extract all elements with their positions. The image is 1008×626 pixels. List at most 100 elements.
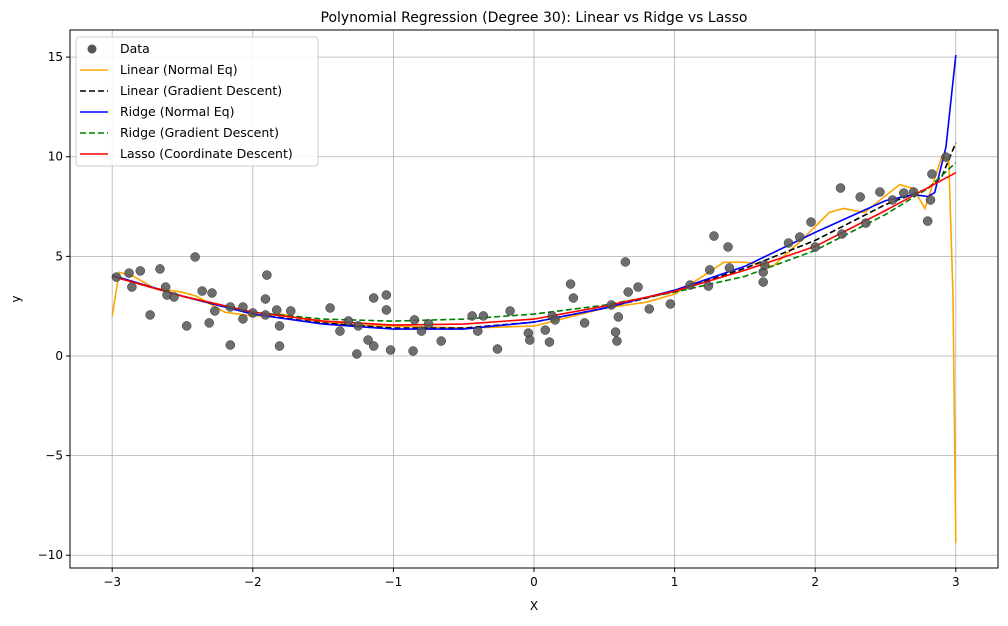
data-point	[665, 299, 676, 309]
data-point	[204, 318, 214, 328]
data-point	[335, 326, 345, 336]
data-point	[248, 308, 258, 318]
x-tick-label: −2	[244, 575, 262, 589]
data-point	[225, 340, 236, 350]
data-point	[385, 345, 396, 355]
data-point	[274, 341, 285, 351]
data-point	[835, 183, 846, 193]
data-point	[210, 306, 220, 316]
y-axis-label: y	[9, 295, 23, 302]
data-point	[262, 270, 272, 280]
y-tick-label: 5	[55, 249, 63, 263]
data-point	[423, 319, 434, 329]
data-point	[855, 192, 865, 202]
data-point	[709, 231, 719, 241]
data-point	[473, 326, 483, 336]
legend-label: Lasso (Coordinate Descent)	[120, 146, 293, 161]
data-point	[135, 266, 146, 276]
data-point	[550, 315, 560, 325]
data-point	[352, 349, 362, 359]
data-point	[908, 187, 919, 197]
data-point	[925, 195, 936, 205]
data-point	[633, 282, 643, 292]
legend-marker-data	[87, 44, 97, 54]
data-point	[887, 195, 898, 205]
data-point	[612, 336, 622, 346]
data-point	[685, 280, 695, 290]
data-point	[806, 217, 816, 227]
legend-label: Ridge (Gradient Descent)	[120, 125, 279, 140]
y-tick-label: 10	[48, 150, 63, 164]
x-tick-label: 1	[671, 575, 679, 589]
data-point	[705, 265, 715, 275]
data-point	[207, 288, 217, 298]
y-tick-label: 15	[48, 50, 63, 64]
data-point	[238, 302, 248, 312]
data-point	[368, 293, 379, 303]
data-point	[286, 306, 296, 316]
legend: Data Linear (Normal Eq) Linear (Gradient D…	[75, 36, 319, 167]
data-point	[368, 341, 379, 351]
data-point	[467, 311, 477, 321]
data-point	[579, 318, 590, 328]
data-point	[381, 290, 392, 300]
data-point	[238, 314, 248, 324]
x-tick-label: 0	[530, 575, 538, 589]
data-points	[111, 152, 951, 359]
data-point	[225, 302, 236, 312]
data-point	[271, 305, 282, 315]
data-point	[758, 277, 768, 287]
data-point	[325, 303, 335, 313]
data-point	[810, 242, 820, 252]
data-point	[723, 242, 733, 252]
data-point	[759, 260, 770, 270]
data-point	[381, 305, 392, 315]
data-point	[505, 306, 515, 316]
data-point	[111, 272, 122, 282]
data-point	[703, 281, 714, 291]
data-point	[861, 218, 871, 228]
data-point	[169, 292, 179, 302]
data-point	[409, 315, 420, 325]
x-axis-label: X	[530, 599, 538, 613]
chart-title: Polynomial Regression (Degree 30): Linea…	[321, 10, 748, 26]
data-point	[160, 282, 171, 292]
data-point	[181, 321, 192, 331]
data-point	[436, 336, 446, 346]
data-point	[899, 188, 909, 198]
x-tick-label: 3	[952, 575, 960, 589]
data-point	[408, 346, 418, 356]
data-point	[478, 311, 489, 321]
data-point	[127, 282, 137, 292]
data-point	[875, 187, 885, 197]
data-point	[610, 327, 621, 337]
x-tick-label: 2	[811, 575, 819, 589]
data-point	[613, 312, 624, 322]
data-point	[568, 293, 579, 303]
data-point	[620, 257, 631, 267]
data-point	[540, 325, 550, 335]
data-point	[274, 321, 285, 331]
data-point	[343, 316, 354, 326]
data-point	[363, 335, 373, 345]
x-tick-label: −1	[385, 575, 403, 589]
data-point	[794, 232, 805, 242]
data-point	[724, 263, 735, 273]
data-point	[525, 335, 535, 345]
legend-label: Linear (Normal Eq)	[120, 62, 238, 77]
data-point	[644, 304, 655, 314]
data-point	[941, 152, 951, 162]
legend-box	[75, 36, 319, 167]
data-point	[190, 252, 200, 262]
data-point	[783, 238, 794, 248]
legend-label: Ridge (Normal Eq)	[120, 104, 234, 119]
data-point	[922, 216, 933, 226]
y-tick-label: 0	[55, 349, 63, 363]
data-point	[260, 310, 271, 320]
data-point	[927, 169, 937, 179]
data-point	[492, 344, 503, 354]
data-point	[623, 287, 633, 297]
